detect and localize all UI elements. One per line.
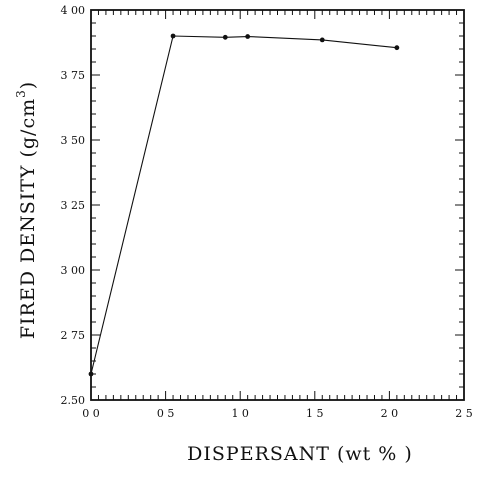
y-axis-title-sup: 3 xyxy=(14,89,28,98)
y-tick-label: 3 25 xyxy=(61,199,86,212)
data-point xyxy=(319,37,325,43)
series-line xyxy=(90,35,397,375)
minor-ticks xyxy=(90,9,465,401)
y-tick-label: 3 00 xyxy=(61,264,86,277)
data-point xyxy=(88,371,94,377)
x-tick-labels: 0 0 0 5 1 0 1 5 2 0 2 5 xyxy=(82,407,473,420)
x-tick-label: 1 5 xyxy=(306,407,324,420)
x-tick-label: 0 5 xyxy=(157,407,175,420)
x-tick-label: 2 0 xyxy=(381,407,399,420)
x-tick-label: 1 0 xyxy=(231,407,249,420)
x-tick-label: 0 0 xyxy=(82,407,100,420)
y-tick-label: 2.50 xyxy=(61,394,86,407)
series-group xyxy=(88,33,400,377)
y-tick-label: 3 75 xyxy=(61,69,86,82)
data-point xyxy=(245,34,251,39)
data-point xyxy=(170,33,176,39)
plot-frame xyxy=(90,9,465,401)
y-axis-title: FIRED DENSITY (g/cm3) xyxy=(14,81,39,339)
data-point xyxy=(222,34,228,40)
x-axis-title: DISPERSANT (wt % ) xyxy=(187,443,413,465)
data-point xyxy=(394,45,400,51)
y-tick-label: 2 75 xyxy=(61,329,86,342)
y-axis-title-end: ) xyxy=(17,81,39,89)
y-tick-label: 4 00 xyxy=(61,4,86,17)
y-tick-label: 3 50 xyxy=(61,134,86,147)
y-tick-labels: 2.50 2 75 3 00 3 25 3 50 3 75 4 00 xyxy=(61,4,86,407)
x-tick-label: 2 5 xyxy=(455,407,473,420)
y-axis-title-main: FIRED DENSITY (g/cm xyxy=(17,98,39,339)
